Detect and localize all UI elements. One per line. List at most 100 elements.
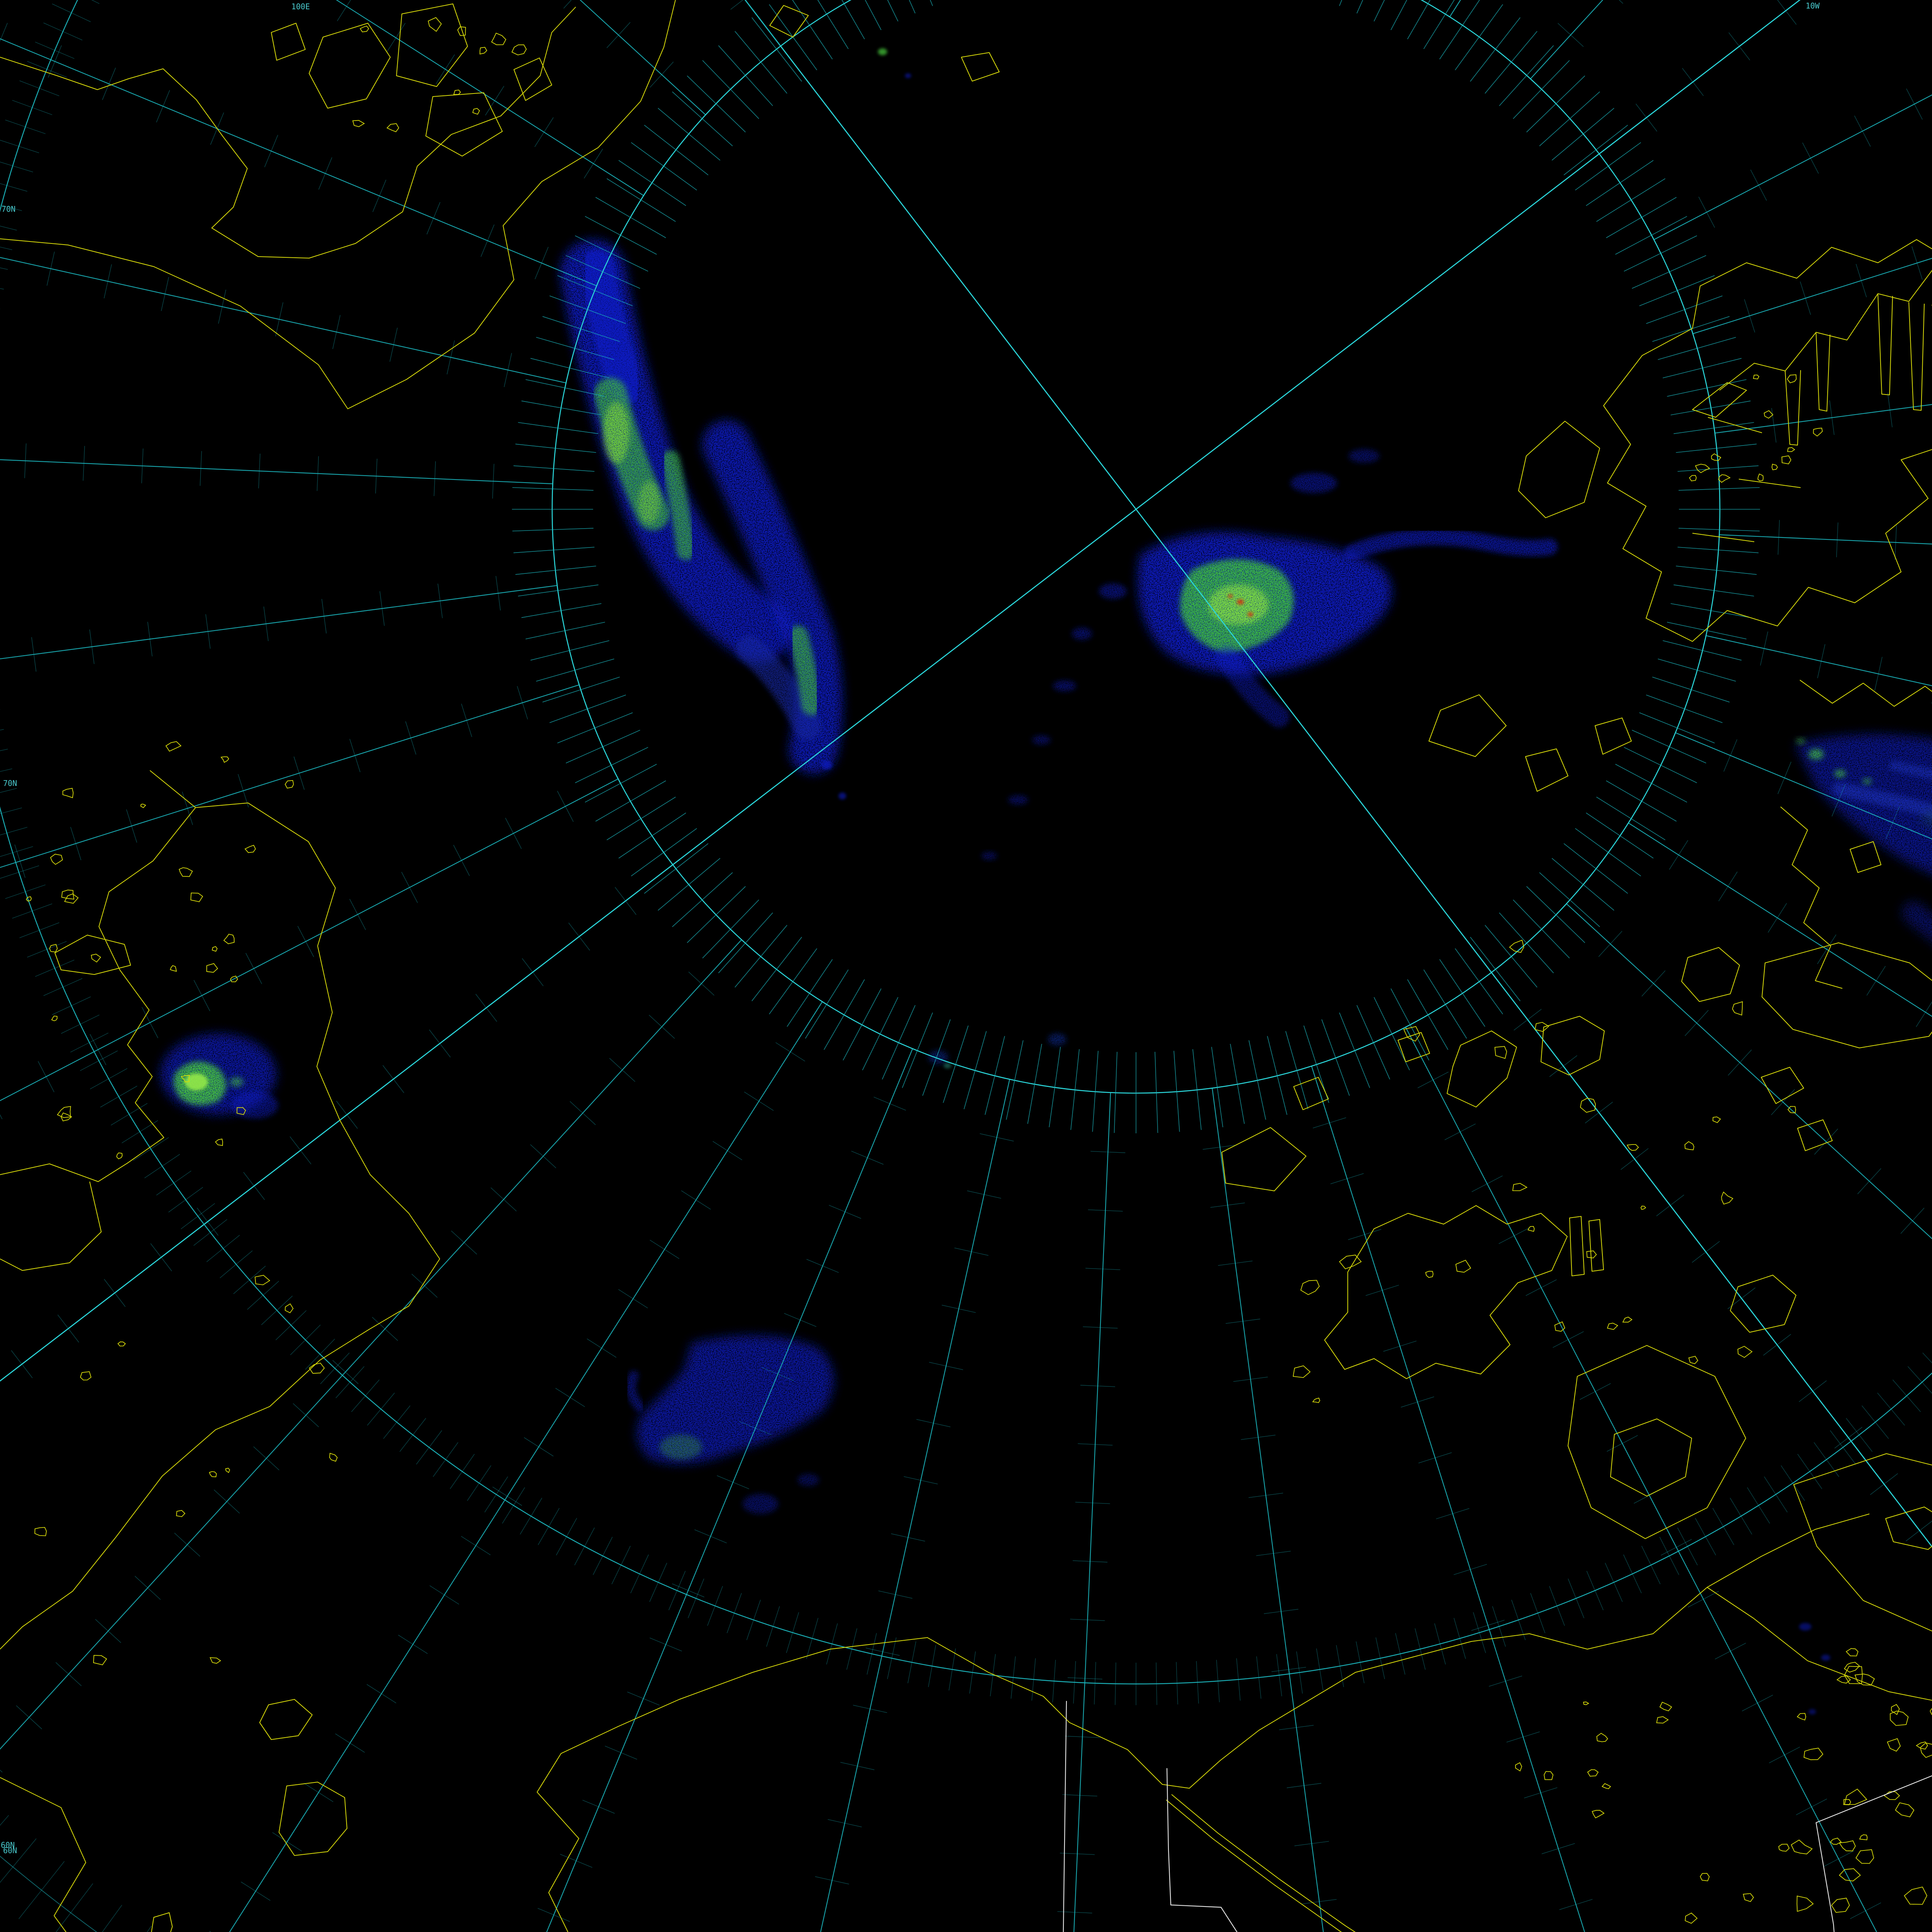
lat-tick bbox=[337, 0, 351, 21]
ring80-tick bbox=[1586, 813, 1654, 859]
lat-tick bbox=[304, 1783, 333, 1802]
lake-islet bbox=[179, 867, 193, 877]
ring60-tick bbox=[0, 1815, 9, 1826]
ring70-tick bbox=[1375, 1637, 1385, 1679]
lake-islet bbox=[1515, 1762, 1522, 1772]
lake-islet bbox=[1695, 464, 1710, 473]
lat-tick bbox=[332, 315, 341, 349]
ring70-tick bbox=[351, 1379, 380, 1412]
lake-islet bbox=[1778, 1844, 1790, 1852]
lat-tick bbox=[954, 1247, 989, 1256]
ring70-tick bbox=[593, 1537, 613, 1575]
lake-islet bbox=[1796, 1713, 1806, 1721]
ring70-tick bbox=[611, 1546, 631, 1585]
lat-tick bbox=[1454, 1564, 1487, 1575]
ring80-tick bbox=[1407, 0, 1430, 39]
ring70-tick bbox=[1492, 1606, 1506, 1647]
so2-plume bbox=[1048, 1033, 1066, 1046]
lake-islet bbox=[1884, 1791, 1900, 1800]
lat-tick bbox=[492, 1486, 522, 1506]
lat-tick bbox=[1067, 1677, 1102, 1680]
so2-plume bbox=[1808, 1709, 1816, 1714]
ring80-tick bbox=[1230, 1044, 1245, 1124]
lake-islet bbox=[1712, 1116, 1721, 1123]
lat-tick bbox=[744, 1092, 774, 1111]
lat-tick bbox=[582, 1799, 615, 1814]
lat-tick bbox=[1598, 931, 1622, 957]
ring70-tick bbox=[0, 162, 33, 172]
lake-islet bbox=[329, 1452, 338, 1462]
lat-tick bbox=[517, 686, 528, 719]
ring70-tick bbox=[1549, 1586, 1565, 1626]
so2-plume bbox=[1902, 901, 1932, 942]
lake-islet bbox=[1622, 1316, 1633, 1323]
lat-label: 70N bbox=[2, 204, 15, 214]
lake-islet bbox=[215, 1138, 223, 1146]
lake-islet bbox=[457, 26, 466, 36]
lat-tick bbox=[490, 1187, 517, 1211]
lat-label: 60N bbox=[1, 1840, 15, 1850]
lake-islet bbox=[1803, 1748, 1823, 1760]
lat-tick bbox=[672, 1583, 704, 1597]
ring80-tick bbox=[521, 400, 602, 415]
lat-tick bbox=[1912, 246, 1923, 280]
ring70-tick bbox=[806, 1618, 818, 1659]
lake-islet bbox=[309, 1362, 325, 1374]
ring70-tick bbox=[1641, 1546, 1661, 1585]
lat-tick bbox=[426, 202, 440, 235]
coastline bbox=[1293, 1077, 1329, 1110]
lake-islet bbox=[1855, 1849, 1874, 1864]
lake-islet bbox=[255, 1275, 270, 1286]
ring80-tick bbox=[1563, 843, 1628, 894]
lat-tick bbox=[762, 1367, 794, 1381]
lat-tick bbox=[873, 1097, 906, 1111]
lat-tick bbox=[929, 1362, 963, 1370]
lat-tick bbox=[1857, 1168, 1881, 1194]
ring80-tick bbox=[1455, 948, 1503, 1015]
lake-islet bbox=[1831, 1898, 1850, 1913]
lat-tick bbox=[1256, 1551, 1291, 1556]
lat-tick bbox=[383, 1065, 405, 1093]
ring70-tick bbox=[90, 1068, 128, 1090]
lake-islet bbox=[1700, 1873, 1710, 1881]
ring70-tick bbox=[367, 1393, 395, 1426]
lat-tick bbox=[1062, 1794, 1097, 1796]
lat-tick bbox=[150, 1243, 172, 1271]
ring80-tick bbox=[718, 912, 773, 973]
lat-tick bbox=[70, 827, 82, 861]
lon-label: 100E bbox=[291, 2, 310, 11]
ring70-tick bbox=[290, 1325, 321, 1355]
lake-islet bbox=[1764, 410, 1774, 419]
ring70-tick bbox=[180, 1203, 215, 1230]
ring80-tick bbox=[595, 780, 666, 822]
lat-tick bbox=[681, 1190, 711, 1210]
ring80-tick bbox=[964, 1031, 987, 1109]
ring80-tick bbox=[515, 444, 596, 453]
ring80-tick bbox=[1606, 780, 1677, 822]
ring80-tick bbox=[672, 872, 733, 927]
lat-tick bbox=[134, 1576, 161, 1600]
lat-tick bbox=[349, 899, 366, 930]
lake-islet bbox=[1425, 1270, 1434, 1278]
lat-label: 70N bbox=[3, 779, 17, 788]
ring70-tick bbox=[12, 903, 53, 919]
ring70-tick bbox=[1010, 1656, 1016, 1699]
so2-plume bbox=[1920, 811, 1932, 827]
ring70-tick bbox=[276, 1310, 307, 1340]
lat-tick bbox=[243, 1172, 265, 1200]
lake-islet bbox=[1592, 1810, 1605, 1818]
ring70-tick bbox=[1623, 1554, 1642, 1594]
so2-plume bbox=[1832, 782, 1932, 818]
meridian bbox=[1566, 903, 1932, 1240]
lat-tick bbox=[182, 791, 193, 825]
ring80-tick bbox=[1339, 1012, 1370, 1088]
ring80-tick bbox=[1663, 640, 1742, 661]
lat-tick bbox=[504, 353, 512, 387]
lat-tick bbox=[245, 953, 262, 984]
ring80-tick bbox=[1646, 694, 1723, 723]
lat-tick bbox=[1669, 840, 1689, 870]
meridian bbox=[1405, 1026, 1877, 1932]
lake-islet bbox=[386, 123, 400, 133]
meridian bbox=[1530, 0, 1604, 80]
so2-plume bbox=[230, 1077, 243, 1087]
